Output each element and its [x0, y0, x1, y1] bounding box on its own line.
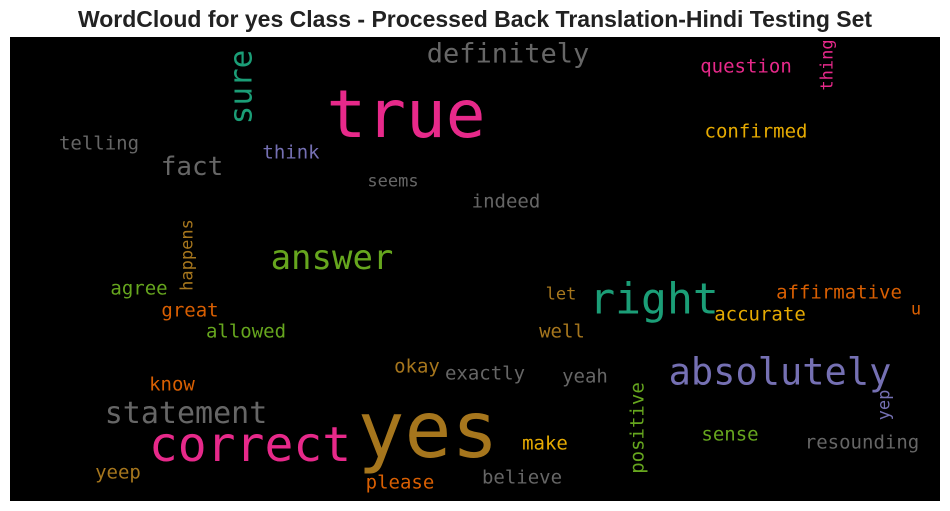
word-right: right — [589, 279, 718, 322]
word-statement: statement — [105, 399, 268, 429]
chart-title: WordCloud for yes Class - Processed Back… — [0, 6, 950, 33]
word-positive: positive — [629, 382, 648, 474]
word-well: well — [539, 323, 585, 342]
word-think: think — [262, 144, 319, 163]
word-believe: believe — [482, 469, 562, 488]
word-sense: sense — [701, 426, 758, 445]
word-question: question — [700, 58, 792, 77]
word-answer: answer — [271, 241, 394, 275]
word-know: know — [149, 376, 195, 395]
word-true: true — [327, 82, 486, 148]
word-please: please — [366, 474, 435, 493]
word-resounding: resounding — [805, 434, 919, 453]
word-make: make — [522, 435, 568, 454]
word-affirmative: affirmative — [776, 284, 902, 303]
word-allowed: allowed — [206, 323, 286, 342]
word-indeed: indeed — [472, 193, 541, 212]
word-exactly: exactly — [445, 365, 525, 384]
word-fact: fact — [161, 154, 224, 180]
word-seems: seems — [367, 174, 418, 191]
word-thing: thing — [820, 39, 837, 90]
word-yes: yes — [358, 392, 499, 470]
word-let: let — [546, 287, 577, 304]
word-yeep: yeep — [95, 464, 141, 483]
word-u: u — [911, 302, 921, 319]
word-telling: telling — [59, 135, 139, 154]
word-definitely: definitely — [427, 41, 590, 68]
word-confirmed: confirmed — [705, 123, 808, 142]
word-yeah: yeah — [562, 368, 608, 387]
word-sure: sure — [227, 50, 258, 125]
word-absolutely: absolutely — [669, 354, 892, 391]
word-okay: okay — [394, 358, 440, 377]
word-accurate: accurate — [714, 306, 806, 325]
word-happens: happens — [180, 219, 197, 291]
word-yep: yep — [877, 390, 894, 421]
word-great: great — [161, 302, 218, 321]
word-agree: agree — [110, 280, 167, 299]
word-cloud: yes true correct right absolutely answer sure s… — [10, 37, 940, 501]
